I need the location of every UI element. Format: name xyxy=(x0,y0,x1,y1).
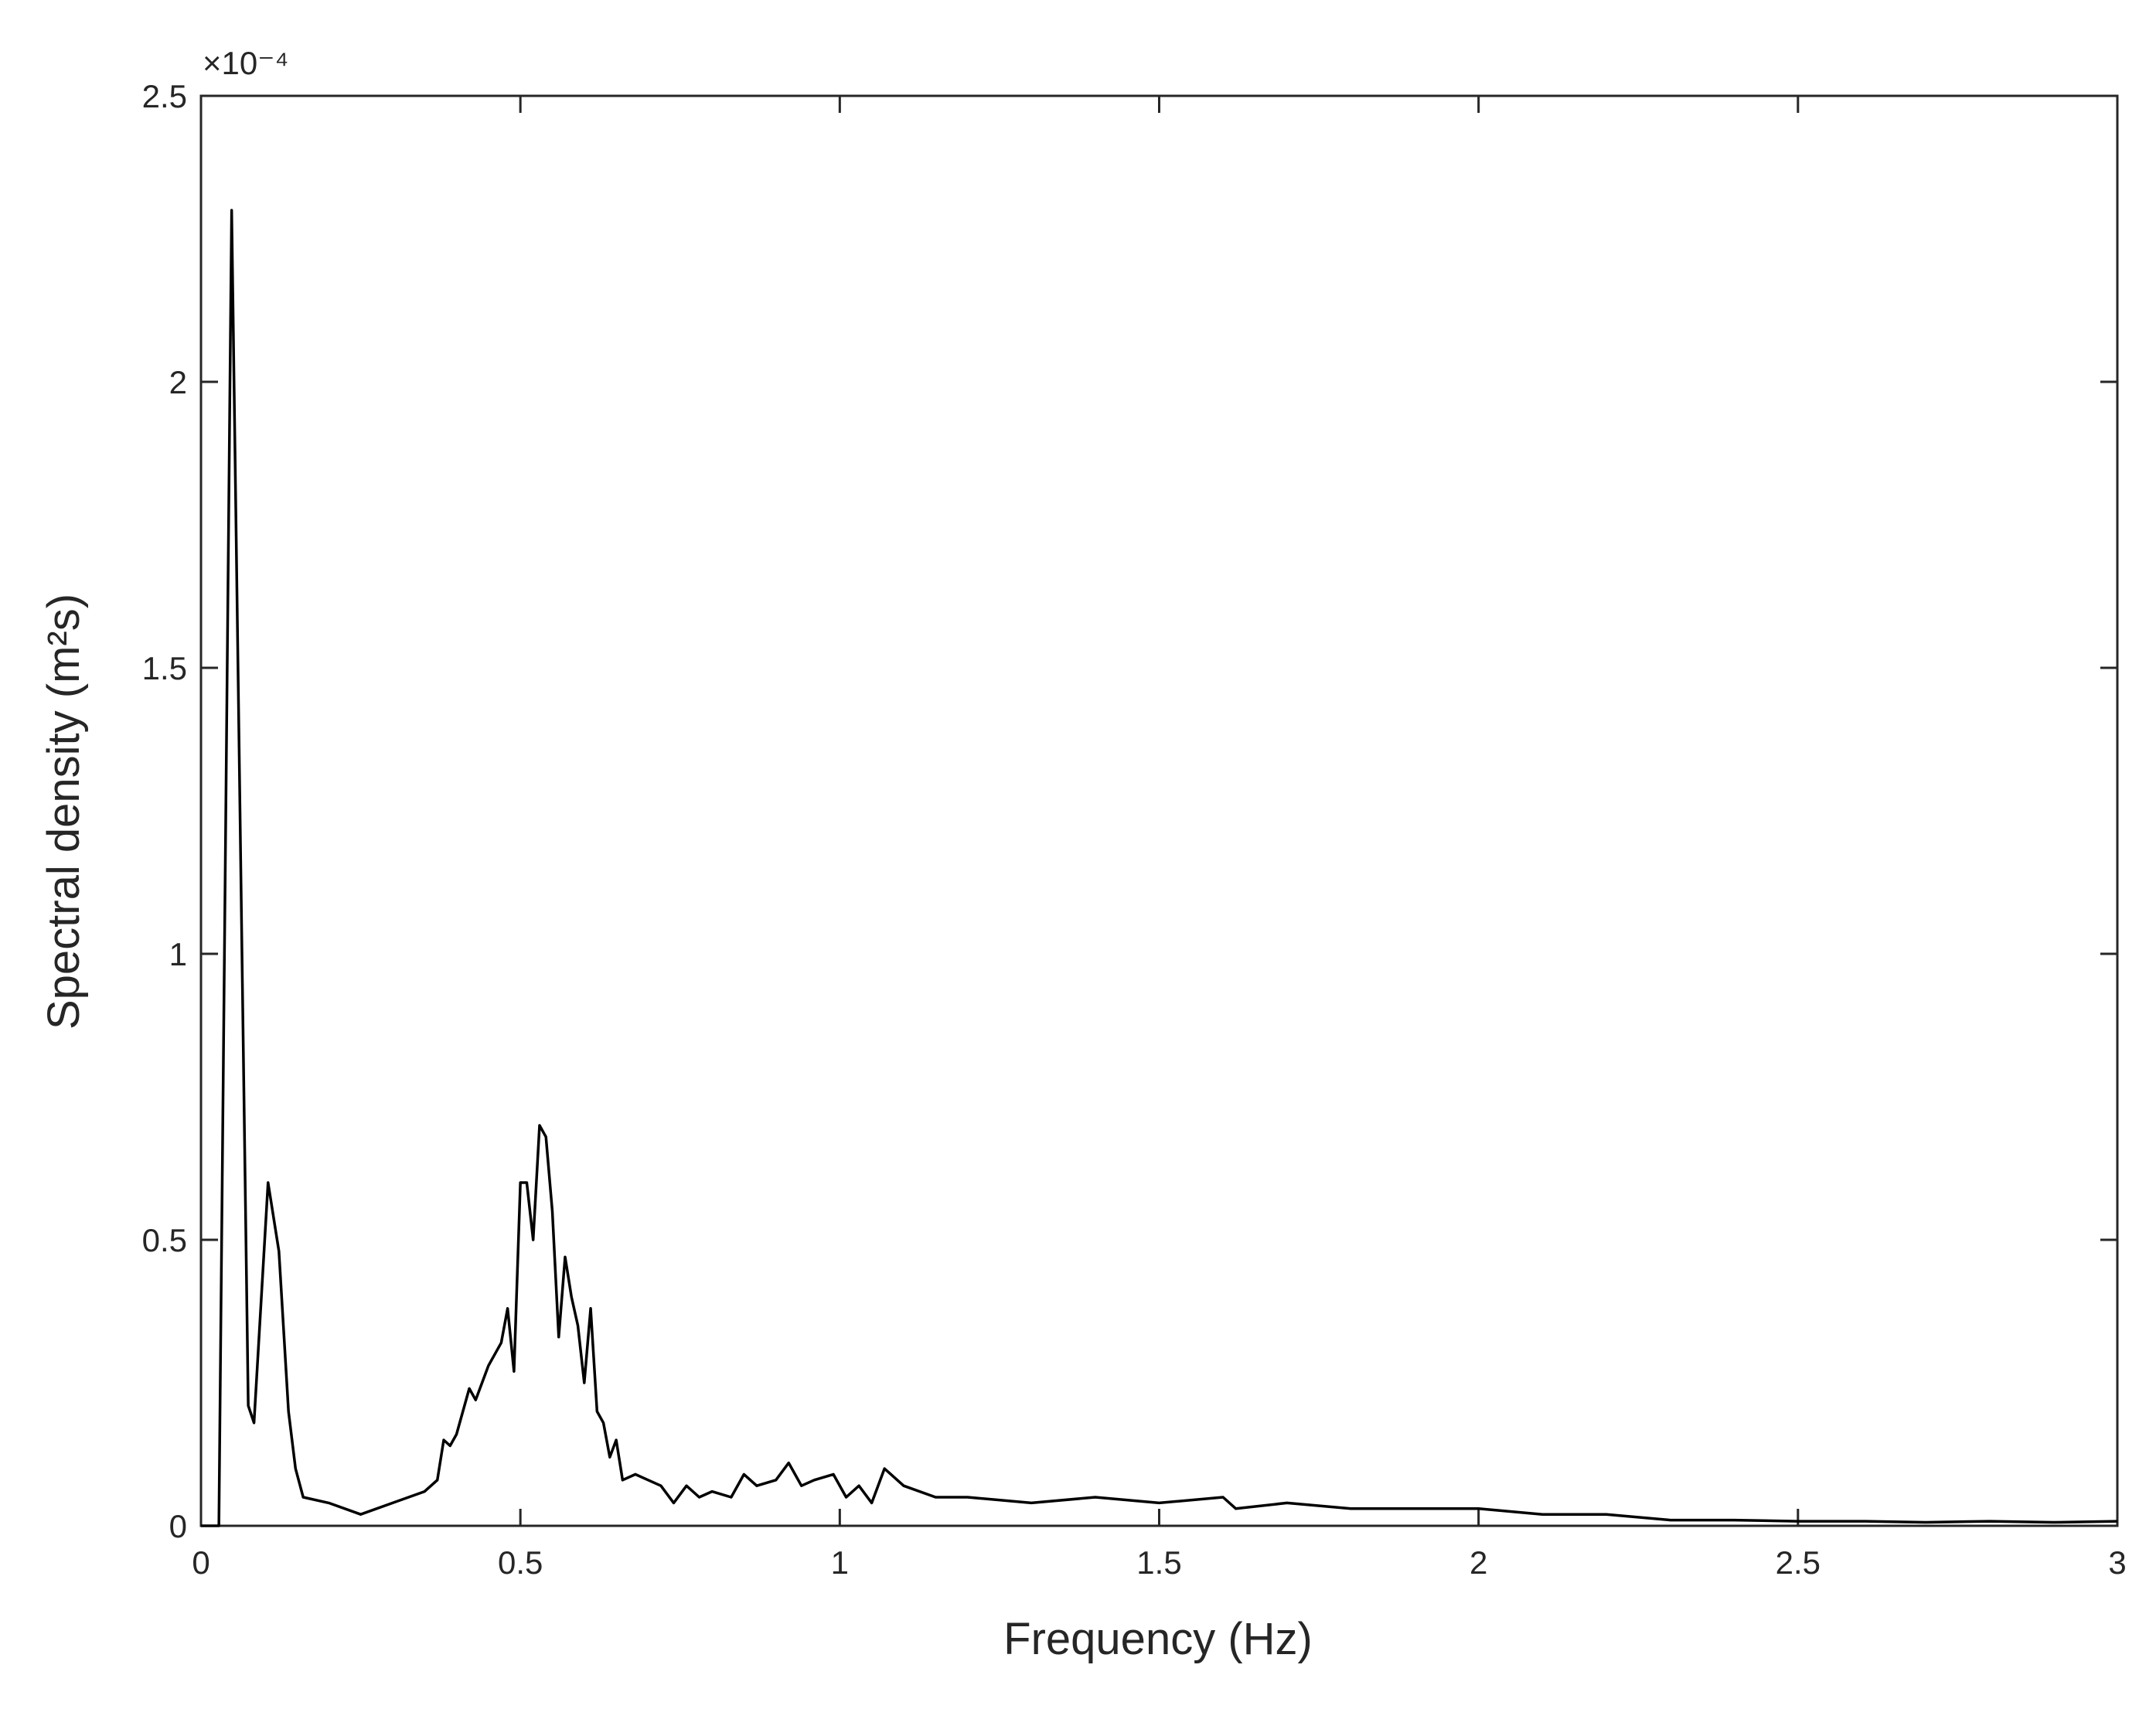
y-tick-label: 0 xyxy=(169,1508,187,1544)
x-tick-label: 0.5 xyxy=(498,1544,543,1581)
series-line xyxy=(201,209,2118,1527)
x-tick-label: 1.5 xyxy=(1136,1544,1181,1581)
x-tick-label: 2.5 xyxy=(1776,1544,1821,1581)
y-tick-label: 2.5 xyxy=(142,78,187,114)
y-tick-label: 1.5 xyxy=(142,650,187,686)
y-tick-label: 2 xyxy=(169,364,187,400)
y-axis-label: Spectral density (m²s) xyxy=(39,594,89,1030)
x-tick-label: 3 xyxy=(2108,1544,2126,1581)
y-tick-label: 0.5 xyxy=(142,1222,187,1258)
x-tick-label: 1 xyxy=(831,1544,849,1581)
y-multiplier: ×10⁻⁴ xyxy=(203,45,288,81)
x-tick-label: 0 xyxy=(192,1544,209,1581)
x-tick-label: 2 xyxy=(1470,1544,1487,1581)
y-tick-label: 1 xyxy=(169,936,187,972)
x-axis-label: Frequency (Hz) xyxy=(1003,1614,1313,1664)
